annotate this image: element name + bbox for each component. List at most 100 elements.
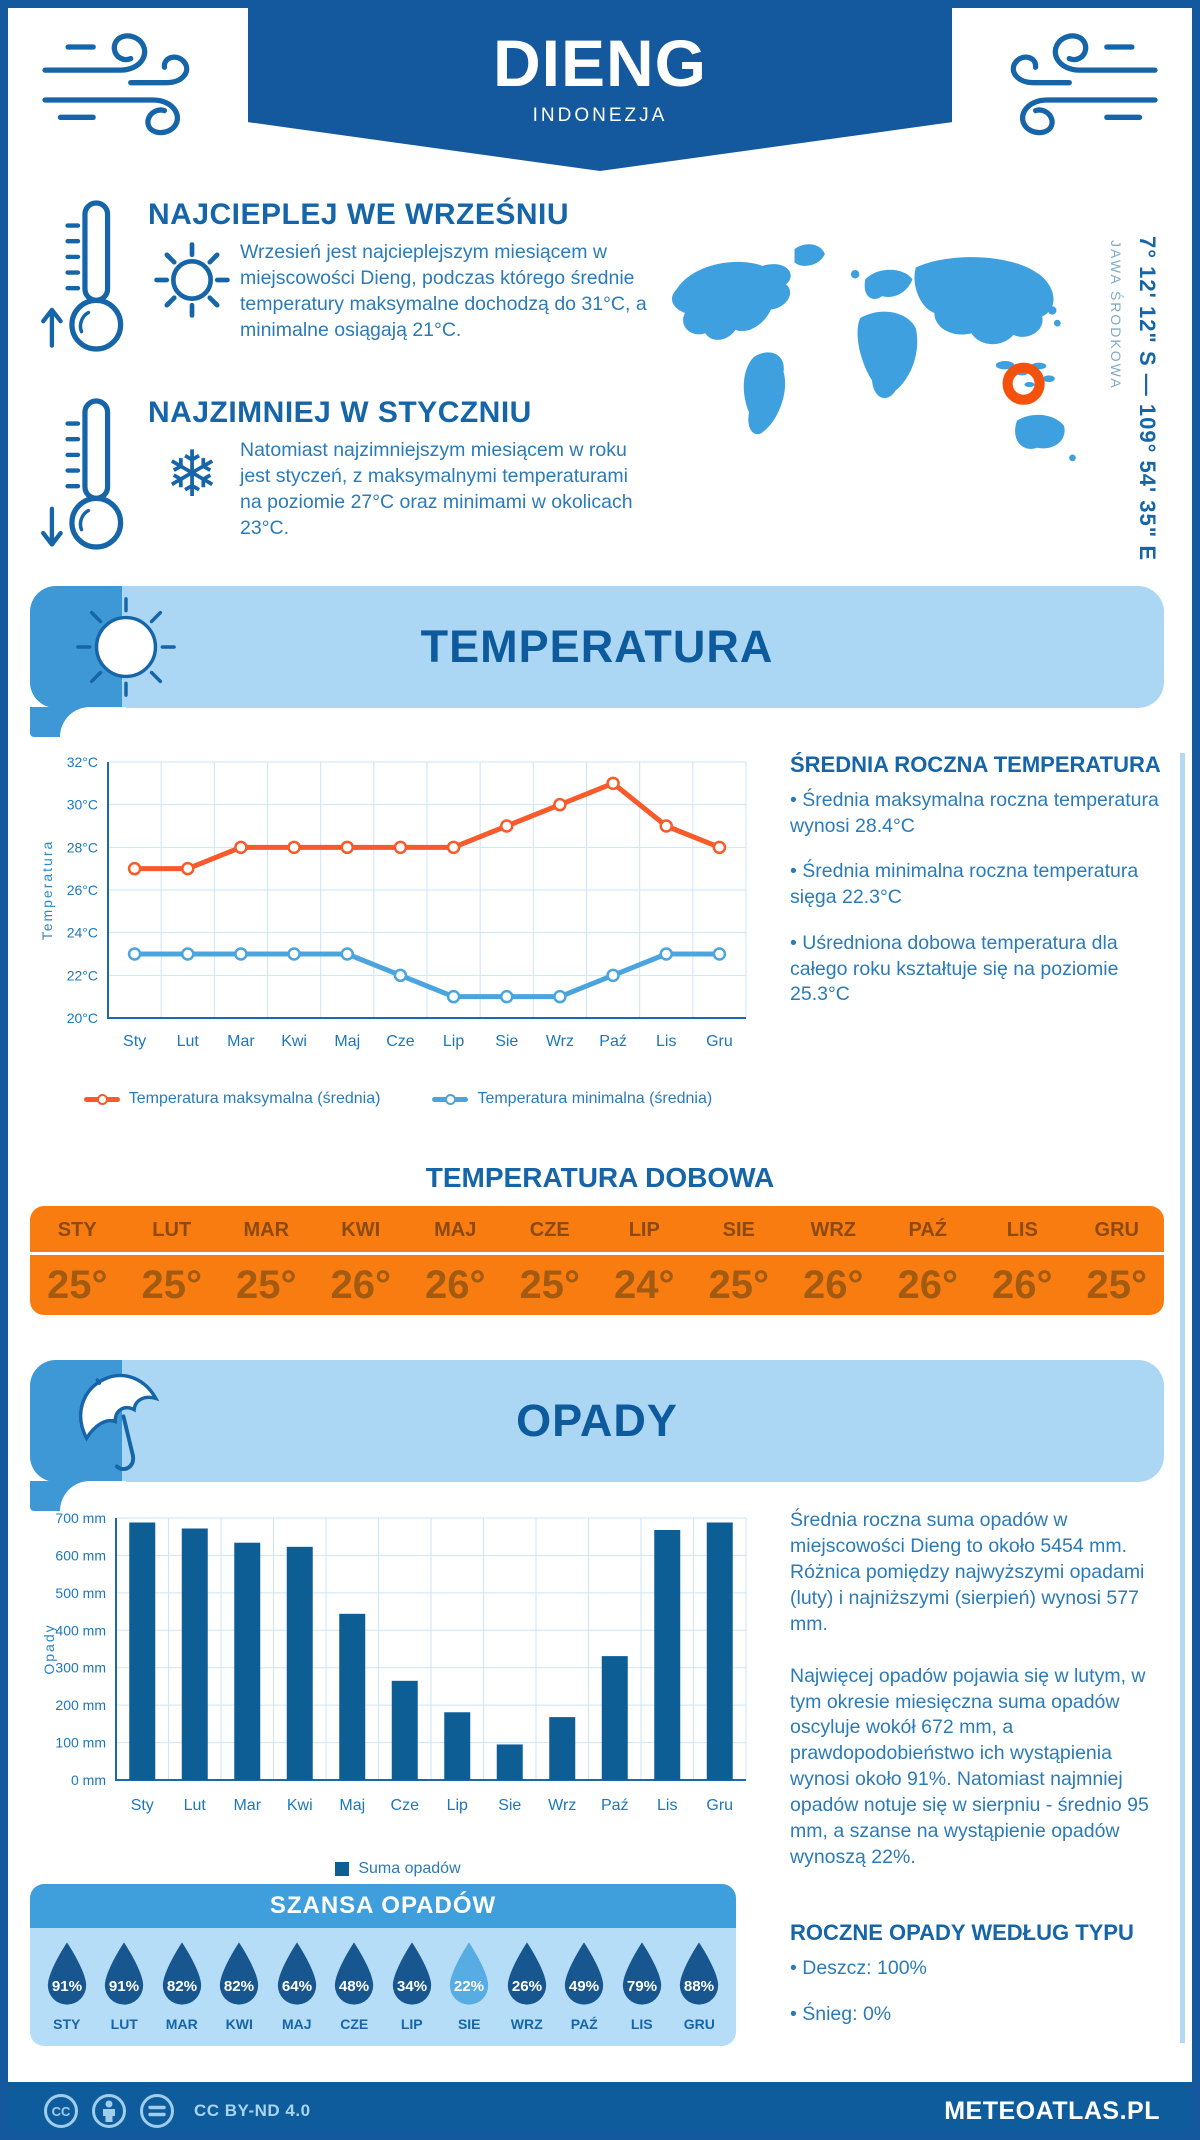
annual-temperature-stats: ŚREDNIA ROCZNA TEMPERATURA Średnia maksy…: [790, 752, 1172, 1028]
data-point: [659, 947, 673, 961]
precipitation-paragraphs: Średnia roczna suma opadów w miejscowośc…: [790, 1508, 1172, 1871]
temperature-value: 25°: [236, 1263, 297, 1307]
data-point: [606, 968, 620, 983]
data-point: [181, 861, 195, 876]
location-marker: [1002, 362, 1045, 405]
page-title: DIENG: [492, 26, 708, 100]
data-point: [606, 776, 620, 791]
data-point: [127, 947, 142, 961]
coldest-text: Natomiast najzimniejszym miesiącem w rok…: [240, 439, 633, 539]
water-drop-icon: 49%: [565, 1942, 604, 2005]
temperature-value: 25°: [47, 1263, 108, 1307]
daily-temp-column: PAŹ 26°: [880, 1206, 975, 1315]
site-name: METEOATLAS.PL: [944, 2097, 1160, 2125]
bar: [391, 1680, 418, 1780]
water-drop-icon: 91%: [105, 1942, 144, 2005]
bullet-item: Deszcz: 100%: [790, 1956, 1172, 1982]
x-tick-label: Paź: [601, 1797, 629, 1814]
chance-cell: 82% KWI: [211, 1940, 269, 2032]
chance-value: 82%: [167, 1978, 198, 1995]
x-tick-label: Wrz: [546, 1033, 574, 1050]
data-point: [659, 819, 673, 833]
y-axis-title: Temperatura: [39, 840, 55, 941]
month-label: WRZ: [786, 1206, 881, 1255]
month-label: LUT: [110, 2016, 138, 2032]
y-tick-label: 24°C: [67, 925, 98, 941]
month-label: LIS: [975, 1206, 1070, 1255]
daily-temp-column: LIS 26°: [975, 1206, 1070, 1315]
x-tick-label: Sty: [123, 1033, 146, 1050]
bar: [706, 1522, 733, 1780]
bar: [129, 1522, 156, 1780]
month-label: WRZ: [510, 2016, 543, 2032]
water-drop-icon: 64%: [277, 1942, 316, 2005]
legend-swatch: [335, 1862, 350, 1876]
cc-by-icon: [92, 2094, 126, 2128]
data-point: [553, 797, 567, 812]
y-tick-label: 28°C: [67, 839, 98, 855]
x-tick-label: Lut: [177, 1033, 200, 1050]
chance-value: 26%: [512, 1978, 543, 1995]
cc-icon: CC: [44, 2094, 78, 2128]
month-label: SIE: [691, 1206, 786, 1255]
water-drop-icon: 88%: [680, 1942, 719, 2005]
chance-cell: 88% GRU: [671, 1940, 729, 2032]
bar: [654, 1529, 681, 1780]
legend-item: Temperatura maksymalna (średnia): [83, 1090, 380, 1108]
y-tick-label: 300 mm: [55, 1660, 106, 1676]
month-label: PAŹ: [570, 2016, 598, 2032]
x-tick-label: Lis: [656, 1033, 676, 1050]
water-drop-icon: 22%: [450, 1942, 489, 2005]
chance-cell: 26% WRZ: [498, 1940, 556, 2032]
daily-temp-column: SIE 25°: [691, 1206, 786, 1315]
chance-cell: 79% LIS: [613, 1940, 671, 2032]
precipitation-section-title: OPADY: [516, 1395, 678, 1446]
data-point: [127, 861, 142, 876]
data-point: [287, 947, 301, 961]
x-tick-label: Lut: [184, 1797, 207, 1814]
water-drop-icon: 79%: [622, 1942, 661, 2005]
daily-temp-column: MAR 25°: [219, 1206, 314, 1315]
x-tick-label: Mar: [227, 1033, 255, 1050]
y-tick-label: 22°C: [67, 967, 98, 983]
daily-temp-column: MAJ 26°: [408, 1206, 503, 1315]
x-tick-label: Sie: [498, 1797, 521, 1814]
precipitation-chance-drops: 91% STY 91% LUT 82% MAR 82% KWI 64% MAJ 48% CZE 34% L…: [30, 1928, 736, 2046]
chance-value: 91%: [109, 1978, 140, 1995]
x-tick-label: Lip: [447, 1797, 468, 1814]
daily-temp-column: STY 25°: [30, 1206, 125, 1315]
page-subtitle: INDONEZJA: [532, 105, 668, 126]
chance-value: 82%: [224, 1978, 255, 1995]
month-label: LIP: [597, 1206, 692, 1255]
x-tick-label: Wrz: [548, 1797, 576, 1814]
month-label: KWI: [225, 2016, 253, 2032]
bullet-item: Uśredniona dobowa temperatura dla całego…: [790, 931, 1172, 1008]
temperature-chart: 20°C 22°C 24°C 26°C 28°C 30°C 32°C Sty Lut Mar Kwi…: [39, 754, 747, 1050]
wind-icon: [42, 33, 190, 136]
y-tick-label: 0 mm: [71, 1772, 106, 1788]
right-rule: [1180, 753, 1185, 2043]
month-label: CZE: [340, 2016, 369, 2032]
bar: [601, 1656, 628, 1780]
chance-cell: 91% STY: [38, 1940, 96, 2032]
bar: [339, 1613, 366, 1780]
temperature-value: 25°: [1086, 1263, 1148, 1307]
x-tick-label: Kwi: [287, 1797, 313, 1814]
data-point: [181, 947, 195, 961]
daily-temp-column: LIP 24°: [597, 1206, 692, 1315]
month-label: PAŹ: [880, 1206, 975, 1255]
y-tick-label: 400 mm: [55, 1622, 106, 1638]
temperature-value: 25°: [708, 1263, 770, 1307]
world-map: [671, 244, 1076, 462]
month-label: GRU: [683, 2016, 715, 2032]
x-tick-label: Cze: [391, 1797, 420, 1814]
x-tick-label: Maj: [339, 1797, 365, 1814]
chance-cell: 49% PAŹ: [556, 1940, 614, 2032]
temperature-value: 25°: [141, 1263, 203, 1307]
grid: [115, 1517, 747, 1781]
chance-cell: 22% SIE: [441, 1940, 499, 2032]
daily-temp-column: WRZ 26°: [786, 1206, 881, 1315]
y-tick-label: 20°C: [67, 1010, 98, 1026]
chance-cell: 48% CZE: [326, 1940, 384, 2032]
